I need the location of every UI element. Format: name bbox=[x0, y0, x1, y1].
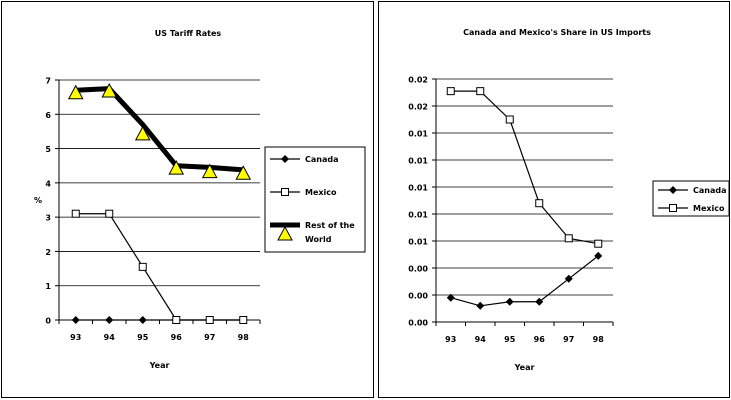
legend-label: World bbox=[305, 235, 332, 244]
data-point bbox=[564, 234, 573, 243]
legend-swatch-marker bbox=[669, 204, 677, 212]
x-tick-label: 96 bbox=[534, 335, 546, 344]
data-point bbox=[105, 209, 114, 218]
x-tick-label: 94 bbox=[104, 333, 116, 342]
legend-swatch-marker bbox=[669, 186, 677, 194]
x-tick-label: 95 bbox=[504, 335, 516, 344]
x-tick-label: 96 bbox=[171, 333, 183, 342]
y-tick-label: 0.02 bbox=[408, 76, 428, 85]
legend-label: Canada bbox=[305, 155, 339, 164]
data-point bbox=[235, 165, 252, 180]
x-axis-label: Year bbox=[514, 363, 535, 372]
legend-label: Mexico bbox=[693, 204, 725, 213]
data-point bbox=[67, 84, 84, 100]
data-point bbox=[535, 297, 544, 306]
data-point bbox=[239, 316, 248, 324]
tariff-chart-panel: US Tariff Rates 0 1 2 3 4 5 6 7 93 94 95 96 97 98 Year%… bbox=[1, 1, 374, 398]
y-tick-label: 0.01 bbox=[408, 184, 428, 193]
data-point bbox=[205, 316, 214, 324]
x-tick-label: 93 bbox=[70, 333, 81, 342]
data-point bbox=[105, 316, 114, 324]
x-tick-label: 98 bbox=[593, 335, 605, 344]
y-tick-label: 7 bbox=[45, 77, 51, 86]
legend-label: Canada bbox=[693, 186, 727, 195]
import-share-chart: Canada and Mexico's Share in US Imports 0… bbox=[408, 28, 730, 372]
data-point bbox=[71, 316, 80, 324]
import-share-chart-panel: Canada and Mexico's Share in US Imports 0… bbox=[378, 1, 730, 398]
chart-title: US Tariff Rates bbox=[155, 29, 222, 38]
legend-swatch-marker bbox=[281, 155, 289, 163]
y-tick-label: 0.00 bbox=[408, 319, 428, 328]
data-point bbox=[134, 125, 151, 141]
y-tick-label: 0.00 bbox=[408, 265, 428, 274]
y-axis-label: % bbox=[34, 196, 42, 205]
y-tick-label: 2 bbox=[45, 248, 51, 257]
data-point bbox=[446, 293, 455, 302]
x-tick-label: 97 bbox=[204, 333, 215, 342]
y-tick-label: 0 bbox=[45, 317, 51, 326]
series-line bbox=[75, 213, 244, 321]
y-tick-label: 5 bbox=[45, 145, 51, 154]
series-canada bbox=[446, 251, 603, 310]
data-point bbox=[71, 209, 80, 218]
x-tick-label: 93 bbox=[445, 335, 456, 344]
y-tick-label: 0.01 bbox=[408, 238, 428, 247]
data-point bbox=[505, 115, 514, 124]
x-tick-label: 98 bbox=[238, 333, 250, 342]
legend-label: Mexico bbox=[305, 188, 337, 197]
y-tick-label: 3 bbox=[45, 214, 51, 223]
data-point bbox=[446, 87, 455, 96]
series-mexico bbox=[71, 209, 248, 324]
y-tick-label: 0.02 bbox=[408, 103, 428, 112]
y-tick-label: 4 bbox=[45, 179, 51, 188]
y-tick-label: 0.01 bbox=[408, 157, 428, 166]
data-point bbox=[505, 297, 514, 306]
legend bbox=[652, 180, 730, 217]
data-point bbox=[172, 316, 181, 324]
data-point bbox=[168, 160, 185, 175]
x-tick-label: 94 bbox=[475, 335, 487, 344]
chart-title: Canada and Mexico's Share in US Imports bbox=[463, 28, 651, 37]
series-mexico bbox=[446, 87, 603, 248]
series-line bbox=[75, 86, 244, 173]
y-tick-label: 1 bbox=[45, 282, 51, 291]
data-point bbox=[535, 199, 544, 208]
tariff-chart: US Tariff Rates 0 1 2 3 4 5 6 7 93 94 95 96 97 98 Year%… bbox=[34, 29, 366, 370]
series-rest-of-the-world bbox=[67, 82, 252, 180]
data-point bbox=[594, 239, 603, 248]
data-point bbox=[476, 301, 485, 310]
data-point bbox=[101, 82, 118, 98]
x-axis-label: Year bbox=[149, 361, 170, 370]
y-tick-label: 6 bbox=[45, 111, 51, 120]
y-tick-label: 0.01 bbox=[408, 130, 428, 139]
data-point bbox=[138, 316, 147, 324]
y-tick-label: 0.00 bbox=[408, 292, 428, 301]
legend-swatch-marker bbox=[277, 225, 293, 241]
data-point bbox=[138, 262, 147, 271]
series-line bbox=[450, 90, 599, 245]
x-tick-label: 97 bbox=[563, 335, 574, 344]
y-tick-label: 0.01 bbox=[408, 211, 428, 220]
data-point bbox=[201, 163, 218, 179]
data-point bbox=[594, 251, 603, 260]
legend-swatch-marker bbox=[281, 188, 289, 196]
x-tick-label: 95 bbox=[137, 333, 149, 342]
series-line bbox=[450, 255, 599, 307]
data-point bbox=[564, 274, 573, 283]
data-point bbox=[476, 87, 485, 96]
legend-label: Rest of the bbox=[305, 221, 355, 230]
